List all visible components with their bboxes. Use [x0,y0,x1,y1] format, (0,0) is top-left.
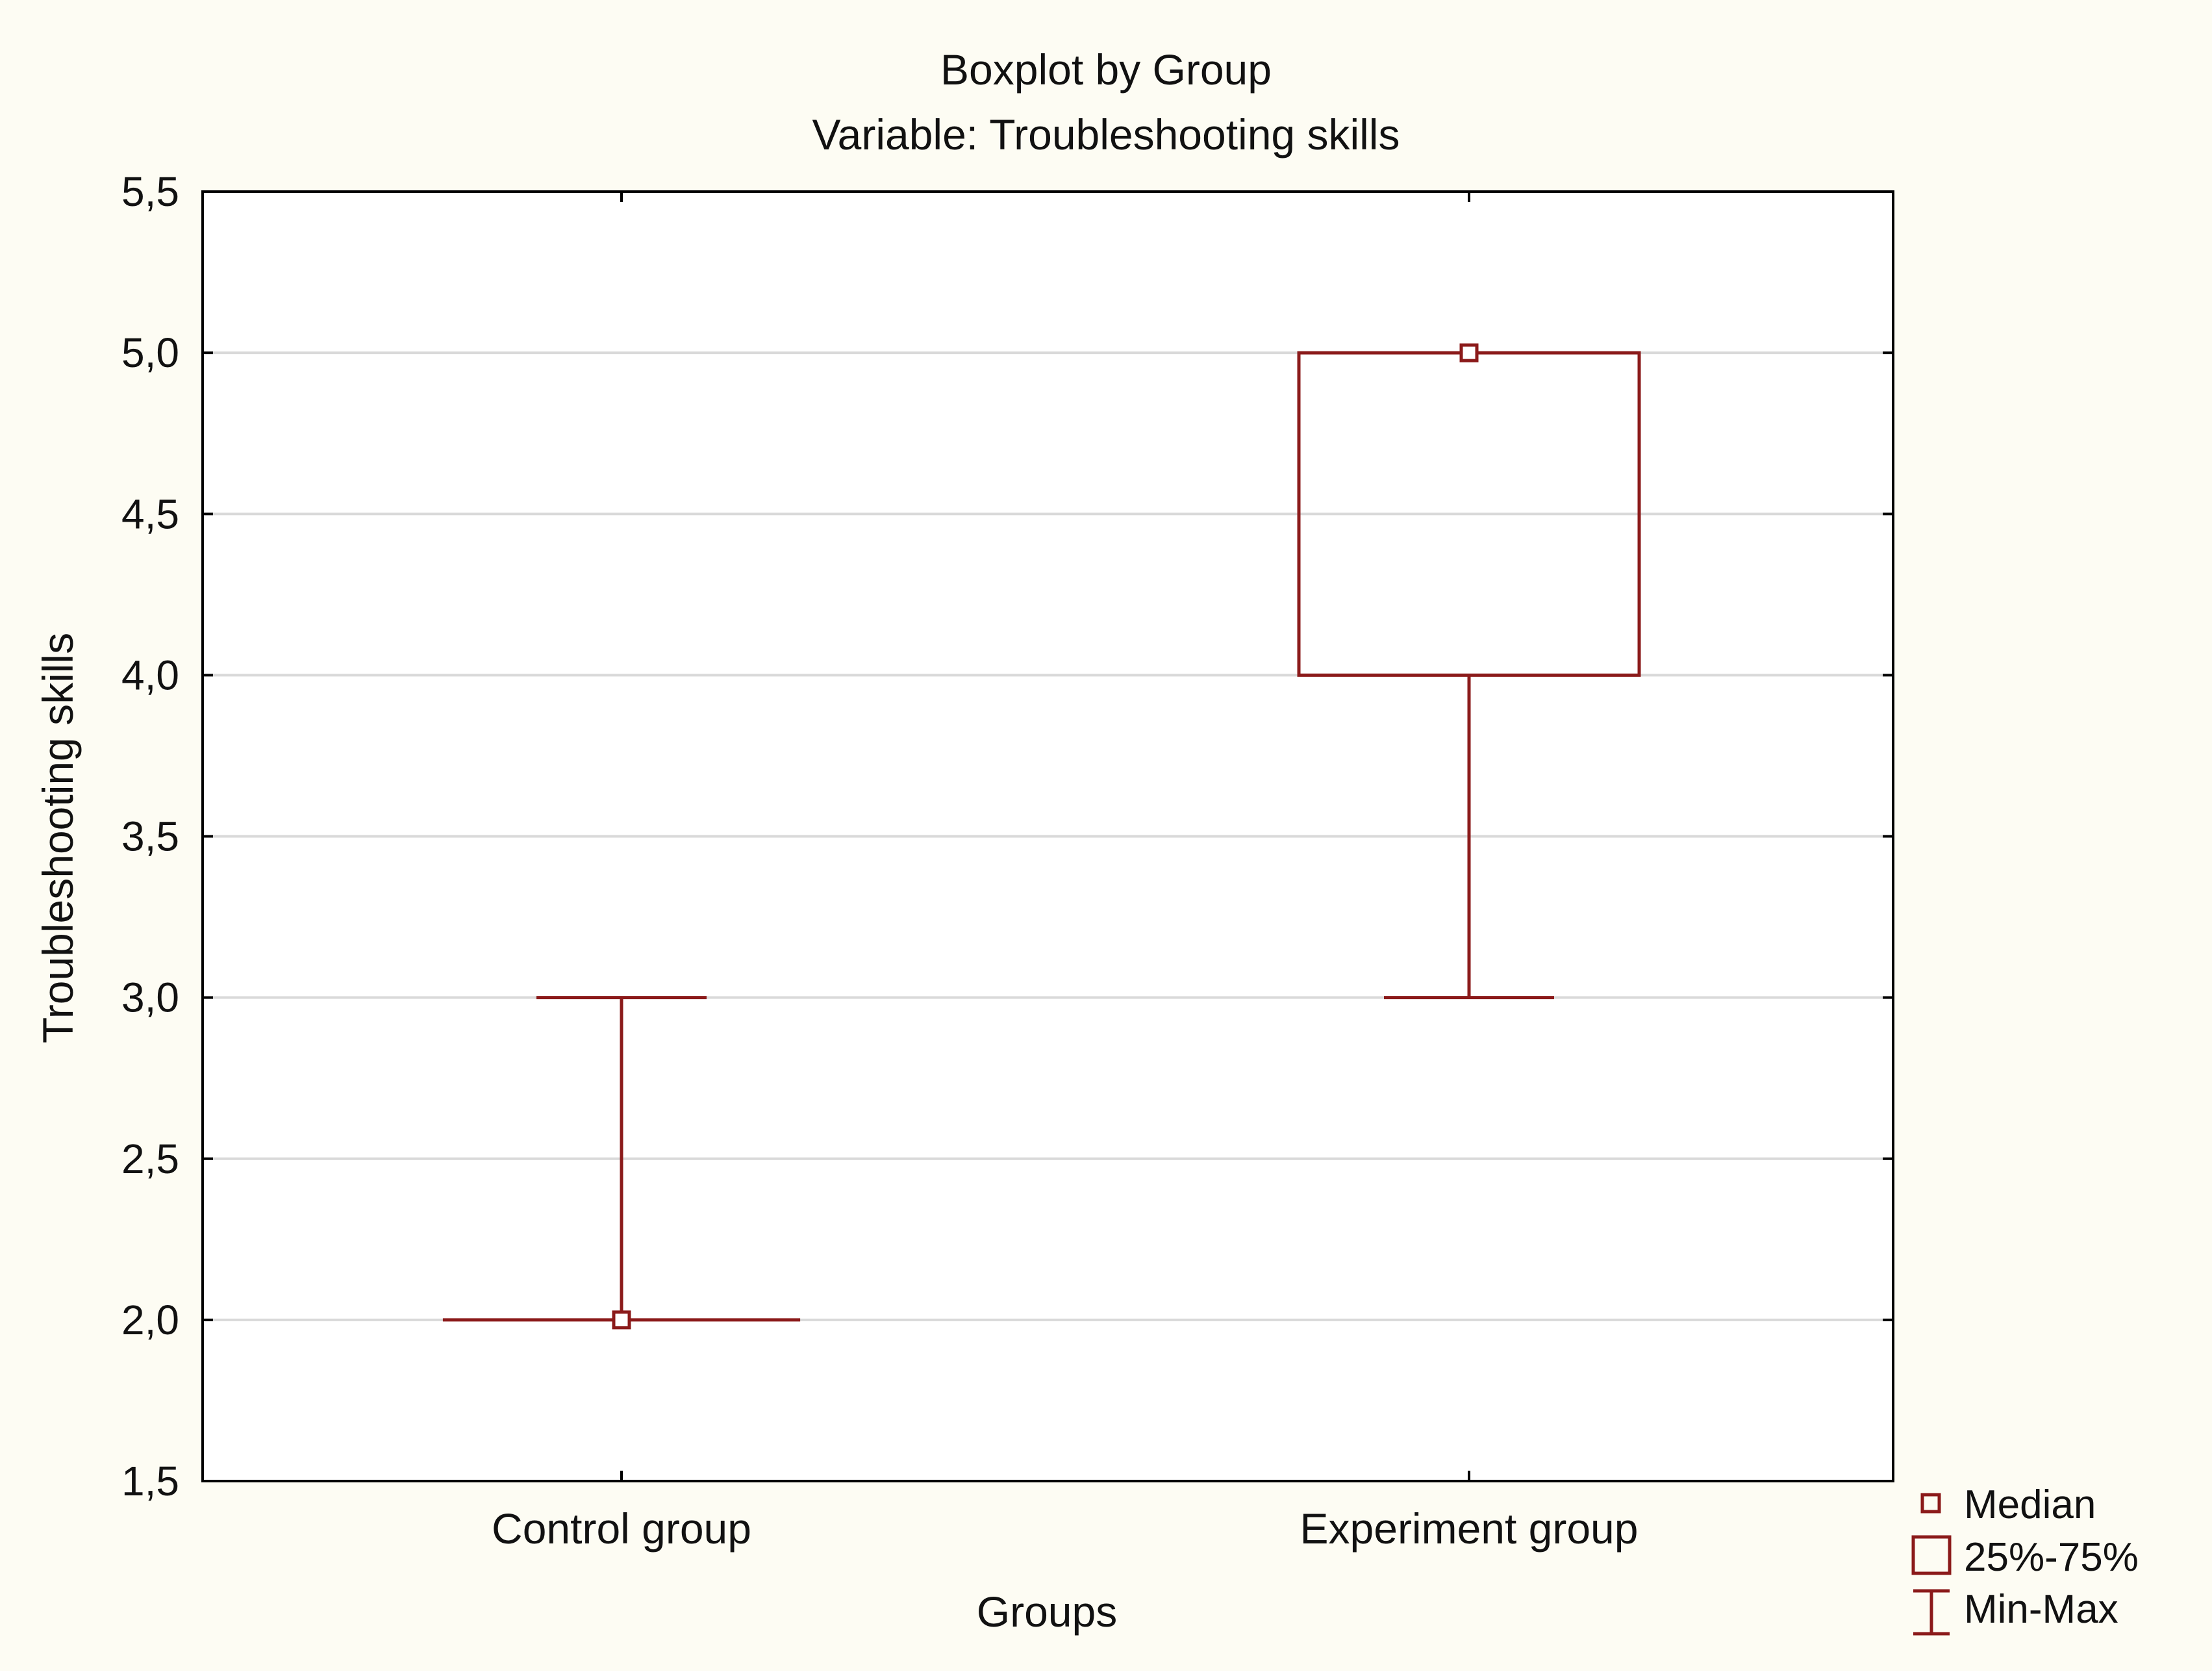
x-tick-label: Experiment group [1300,1504,1639,1553]
y-tick-label: 2,0 [121,1297,179,1343]
x-axis-label: Groups [977,1588,1117,1636]
y-tick-label: 5,0 [121,329,179,376]
legend-median-label: Median [1964,1482,2096,1527]
y-tick-label: 2,5 [121,1135,179,1182]
legend-minmax-swatch [1913,1589,1950,1636]
y-tick-label: 4,0 [121,652,179,698]
axis-ticks: 1,5 2,0 2,5 3,0 3,5 4,0 4,5 5,0 5,5 Control group… [121,168,1893,1553]
box-group [1297,343,1641,1000]
y-tick-label: 4,5 [121,490,179,537]
y-tick-label: 5,5 [121,168,179,215]
legend-minmax-label: Min-Max [1964,1587,2118,1632]
legend-median-swatch [1920,1493,1941,1514]
legend: Median 25%-75% Min-Max [1911,1482,2139,1636]
legend-iqr-label: 25%-75% [1964,1535,2139,1580]
box-marks [442,343,1641,1330]
box-group [442,996,801,1330]
chart-subtitle: Variable: Troubleshooting skills [812,110,1400,159]
y-tick-label: 3,5 [121,813,179,860]
median-marker [612,1310,631,1330]
chart-title: Boxplot by Group [940,45,1272,94]
y-tick-label: 1,5 [121,1458,179,1504]
legend-iqr-swatch [1911,1535,1952,1575]
y-tick-label: 3,0 [121,974,179,1021]
x-tick-label: Control group [492,1504,751,1553]
median-marker [1459,343,1479,362]
plot-frame [201,190,1894,1482]
y-axis-label: Troubleshooting skills [34,633,82,1043]
